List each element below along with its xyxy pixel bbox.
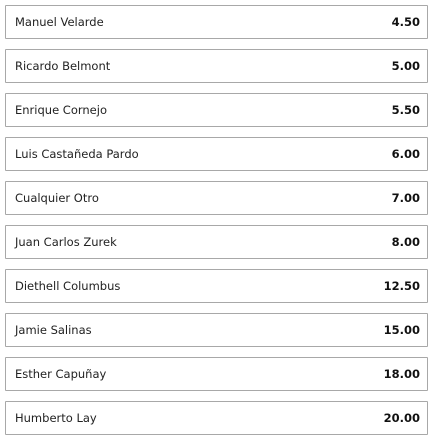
selection-row[interactable]: Luis Castañeda Pardo 6.00 [5,137,428,171]
selection-row[interactable]: Ricardo Belmont 5.00 [5,49,428,83]
selection-odds: 12.50 [383,279,420,293]
selection-row[interactable]: Jamie Salinas 15.00 [5,313,428,347]
selection-name: Humberto Lay [15,411,97,425]
selection-row[interactable]: Humberto Lay 20.00 [5,401,428,435]
selection-row[interactable]: Cualquier Otro 7.00 [5,181,428,215]
selection-row[interactable]: Enrique Cornejo 5.50 [5,93,428,127]
selection-row[interactable]: Manuel Velarde 4.50 [5,5,428,39]
selection-name: Jamie Salinas [15,323,92,337]
selection-name: Enrique Cornejo [15,103,107,117]
selection-name: Manuel Velarde [15,15,104,29]
selection-odds: 15.00 [383,323,420,337]
selection-name: Esther Capuñay [15,367,107,381]
selection-odds: 5.00 [391,59,420,73]
selection-row[interactable]: Esther Capuñay 18.00 [5,357,428,391]
selection-name: Diethell Columbus [15,279,121,293]
selection-odds: 5.50 [391,103,420,117]
selection-row[interactable]: Diethell Columbus 12.50 [5,269,428,303]
selection-odds: 6.00 [391,147,420,161]
selection-name: Luis Castañeda Pardo [15,147,139,161]
selection-odds: 20.00 [383,411,420,425]
selection-odds: 4.50 [391,15,420,29]
selection-odds: 18.00 [383,367,420,381]
selection-name: Juan Carlos Zurek [15,235,117,249]
selection-row[interactable]: Juan Carlos Zurek 8.00 [5,225,428,259]
selection-name: Cualquier Otro [15,191,99,205]
selection-odds: 7.00 [391,191,420,205]
selection-odds: 8.00 [391,235,420,249]
selection-name: Ricardo Belmont [15,59,111,73]
